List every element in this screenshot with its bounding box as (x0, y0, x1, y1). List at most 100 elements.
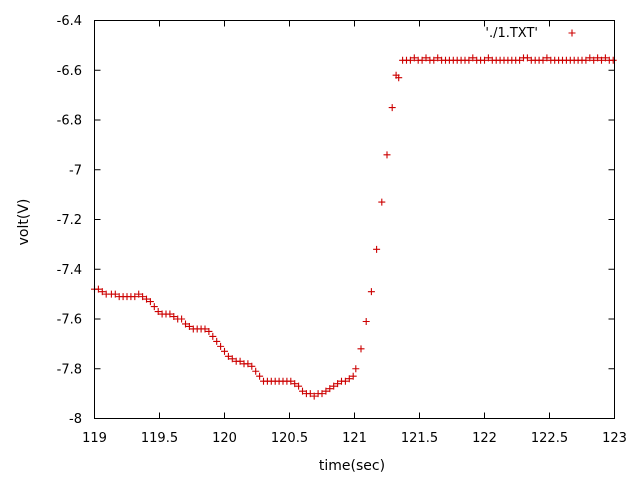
data-point (244, 360, 252, 368)
y-tick-label: -7.8 (57, 362, 82, 377)
data-point (410, 54, 418, 62)
x-axis-label: time(sec) (319, 458, 385, 474)
data-point (523, 54, 531, 62)
data-point (146, 298, 154, 306)
data-point (430, 56, 438, 64)
data-point (135, 290, 143, 298)
data-point (299, 387, 306, 395)
y-tick-label: -6.8 (57, 114, 82, 129)
data-point (213, 337, 221, 345)
data-point (601, 54, 609, 62)
y-axis-ticks: -6.4 -6.6 -6.8 -7 -7.2 -7.4 -7.6 -7.8 -8 (57, 14, 615, 427)
data-point (178, 315, 186, 323)
x-tick-label: 119.5 (141, 431, 178, 446)
data-point (484, 54, 492, 62)
data-point (395, 74, 403, 82)
data-point (345, 375, 353, 383)
x-axis-ticks: 119 119.5 120 120.5 121 121.5 122 122.5 123 (82, 20, 627, 446)
data-point (182, 320, 189, 328)
data-point (586, 54, 594, 62)
data-point (201, 325, 209, 333)
data-point (236, 357, 244, 365)
data-point (543, 54, 551, 62)
data-point (357, 345, 365, 353)
data-point (185, 322, 193, 330)
data-point (418, 56, 426, 64)
data-point (252, 367, 260, 375)
data-point (139, 293, 147, 301)
data-point (291, 380, 299, 388)
data-point (465, 56, 473, 64)
y-tick-label: -7.2 (57, 213, 82, 228)
data-point (594, 54, 602, 62)
legend-label: './1.TXT' (485, 26, 538, 41)
y-tick-label: -7.4 (57, 263, 82, 278)
data-point (221, 347, 228, 355)
data-point (406, 56, 414, 64)
data-point (352, 365, 360, 373)
data-point (131, 293, 139, 301)
data-point (334, 380, 342, 388)
data-point (310, 392, 318, 400)
data-point (330, 382, 338, 390)
data-point (98, 288, 106, 296)
data-point (256, 372, 264, 380)
x-tick-label: 120.5 (271, 431, 308, 446)
data-point (326, 385, 334, 393)
data-point (373, 245, 381, 253)
data-point (248, 362, 256, 370)
data-point (306, 390, 314, 398)
data-point (469, 54, 477, 62)
data-point (150, 303, 158, 311)
data-point (170, 313, 178, 321)
data-point (367, 288, 375, 296)
data-point (516, 56, 524, 64)
data-point (295, 382, 303, 390)
x-tick-label: 119 (82, 431, 107, 446)
data-point (154, 308, 162, 316)
x-tick-label: 122 (472, 431, 497, 446)
data-point (590, 56, 598, 64)
x-tick-label: 120 (212, 431, 237, 446)
data-point (539, 56, 547, 64)
x-tick-label: 121.5 (401, 431, 438, 446)
data-point (205, 327, 213, 335)
data-point (228, 355, 236, 363)
data-point (383, 151, 391, 159)
data-point (166, 310, 174, 318)
data-marks-layer (91, 54, 617, 400)
data-point (582, 56, 590, 64)
legend-marker-symbol (568, 29, 576, 37)
data-point (209, 332, 217, 340)
y-tick-label: -6.4 (57, 14, 82, 29)
data-point (388, 104, 396, 112)
data-point (378, 198, 386, 206)
y-tick-label: -6.6 (57, 64, 82, 79)
data-point (349, 372, 357, 380)
y-axis-label: volt(V) (16, 199, 32, 246)
x-tick-label: 122.5 (531, 431, 568, 446)
y-tick-label: -8 (69, 412, 82, 427)
legend: './1.TXT' (485, 26, 576, 41)
data-point (598, 56, 605, 64)
x-tick-label: 121 (342, 431, 367, 446)
data-point (422, 54, 430, 62)
legend-marker (568, 29, 576, 37)
x-tick-label: 123 (602, 431, 627, 446)
data-point (322, 387, 330, 395)
data-point (318, 390, 326, 398)
data-point (287, 377, 295, 385)
y-tick-label: -7 (69, 163, 82, 178)
data-point (609, 56, 617, 64)
data-point (94, 285, 102, 293)
data-point (341, 377, 349, 385)
data-point (434, 54, 442, 62)
y-tick-label: -7.6 (57, 313, 82, 328)
data-point (217, 342, 225, 350)
data-point (111, 290, 119, 298)
data-point (224, 352, 232, 360)
data-point (481, 56, 488, 64)
data-point (362, 317, 370, 325)
